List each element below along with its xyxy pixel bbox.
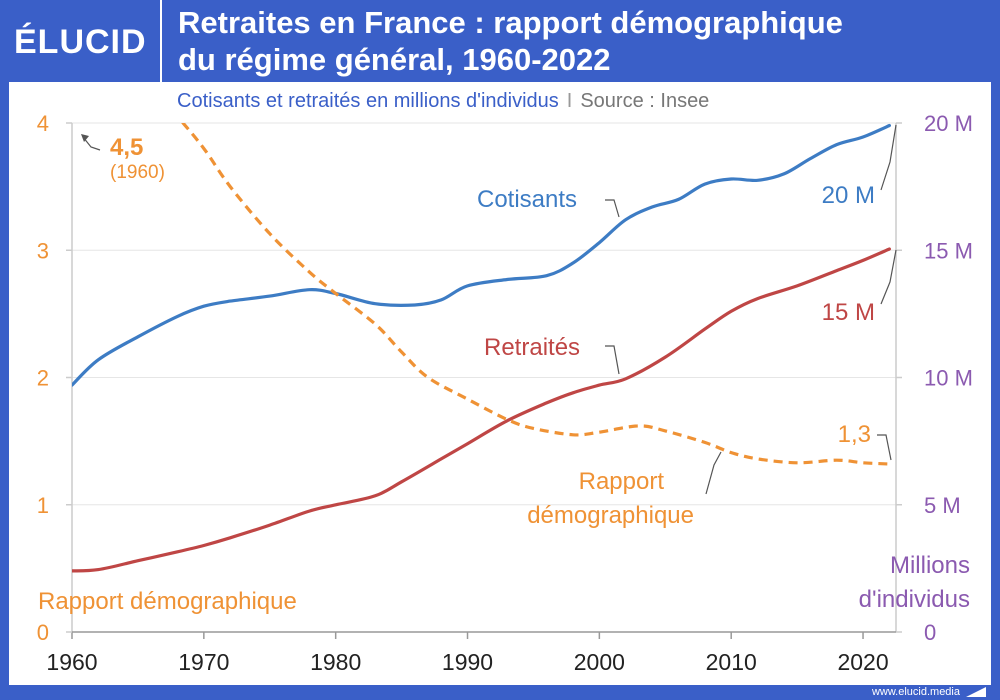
cotisants-line [72, 123, 891, 387]
subtitle-separator: I [566, 90, 573, 112]
x-tick-label: 1990 [442, 649, 493, 675]
x-tick-label: 1970 [178, 649, 229, 675]
rapport-start-arrowhead-icon [81, 134, 89, 142]
chart-title: Retraites en France : rapport démographi… [178, 4, 978, 78]
chart-subtitle: Cotisants et retraités en millions d'ind… [177, 88, 977, 114]
rapport-line [180, 123, 890, 466]
right-tick-label: 5 M [924, 493, 961, 518]
logo-divider [160, 0, 162, 82]
rapport-start-label: 4,5 [110, 134, 143, 161]
chart-grid [72, 122, 896, 506]
retraites-leader [605, 345, 620, 375]
rapport-leader [705, 451, 722, 495]
left-tick-label: 1 [37, 493, 49, 518]
x-tick-label: 1960 [46, 649, 97, 675]
right-axis-title-line-1: Millions [890, 552, 970, 579]
cotisants-end-leader [880, 124, 897, 191]
retraites-end-leader [880, 249, 897, 305]
rapport-end-label: 1,3 [838, 421, 871, 448]
left-tick-label: 4 [37, 111, 49, 136]
elucid-mark-icon [966, 687, 986, 697]
right-tick-label: 20 M [924, 111, 973, 136]
chart-title-line-2: du régime général, 1960-2022 [178, 42, 611, 77]
chart-axes: 1960 1970 1980 1990 2000 2010 2020 0 1 2 3 4 0 5 M 10 … [37, 111, 973, 675]
chart-labels: Cotisants 20 M Retraités 15 M Rapport démogra… [81, 124, 897, 529]
chart-svg: 1960 1970 1980 1990 2000 2010 2020 0 1 2 3 4 0 5 M 10 … [37, 111, 973, 675]
header-bar: ÉLUCID Retraites en France : rapport dém… [0, 0, 1000, 82]
rapport-end-leader [877, 434, 892, 461]
source-text: Source : Insee [580, 90, 710, 112]
footer-url[interactable]: www.elucid.media [871, 686, 960, 698]
rapport-start-leader [82, 136, 101, 151]
rapport-series-label-line-2: démographique [527, 502, 694, 529]
x-tick-label: 1980 [310, 649, 361, 675]
left-axis-title: Rapport démographique [38, 588, 297, 615]
retraites-series-label: Retraités [484, 334, 580, 361]
left-tick-label: 2 [37, 366, 49, 391]
right-axis-title-line-2: d'individus [859, 586, 970, 613]
retraites-end-label: 15 M [822, 299, 875, 326]
cotisants-end-label: 20 M [822, 182, 875, 209]
x-tick-label: 2010 [706, 649, 757, 675]
right-tick-label: 0 [924, 620, 936, 645]
x-tick-label: 2000 [574, 649, 625, 675]
chart-title-line-1: Retraites en France : rapport démographi… [178, 5, 843, 40]
chart-lines [72, 123, 891, 573]
retraites-line [72, 247, 891, 573]
x-tick-label: 2020 [837, 649, 888, 675]
cotisants-series-label: Cotisants [477, 186, 577, 213]
elucid-logo[interactable]: ÉLUCID [14, 23, 147, 61]
cotisants-leader [605, 199, 620, 218]
chart-panel: Cotisants et retraités en millions d'ind… [9, 82, 991, 685]
rapport-series-label-line-1: Rapport [579, 468, 665, 495]
left-tick-label: 0 [37, 620, 49, 645]
left-tick-label: 3 [37, 238, 49, 263]
rapport-start-sublabel: (1960) [110, 162, 165, 183]
right-tick-label: 15 M [924, 238, 973, 263]
right-tick-label: 10 M [924, 366, 973, 391]
subtitle-text: Cotisants et retraités en millions d'ind… [177, 90, 559, 112]
